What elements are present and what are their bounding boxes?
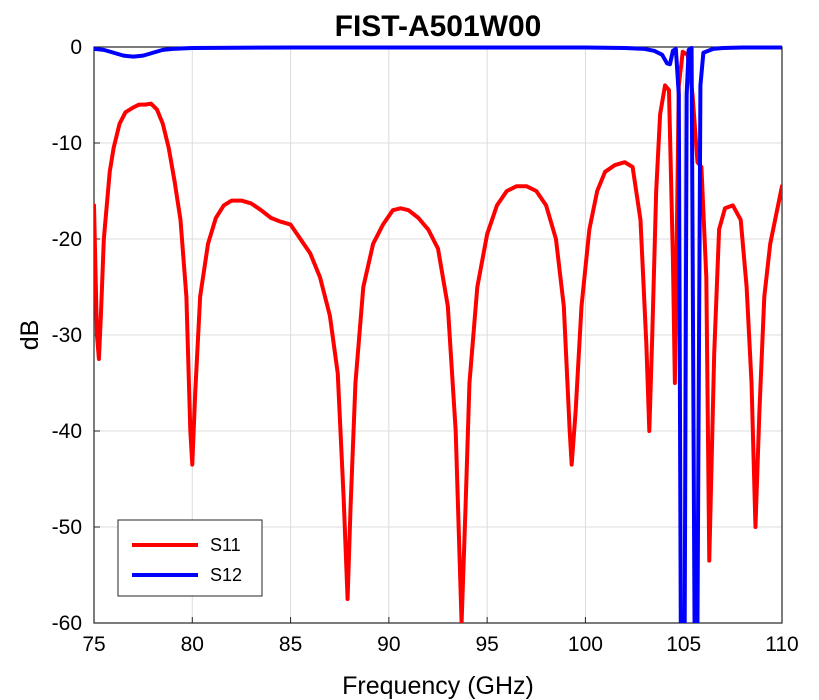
y-tick-label: -50 <box>52 516 82 539</box>
x-tick-label: 110 <box>765 633 798 656</box>
x-tick-label: 90 <box>377 633 400 656</box>
legend: S11 S12 <box>117 519 263 597</box>
y-tick-label: -10 <box>52 132 82 155</box>
x-tick-label: 75 <box>82 633 105 656</box>
x-tick-label: 95 <box>475 633 498 656</box>
x-tick-label: 85 <box>279 633 302 656</box>
y-tick-label: -20 <box>52 228 82 251</box>
y-tick-label: -40 <box>52 420 82 443</box>
y-tick-label: -60 <box>52 612 82 635</box>
x-tick-label: 105 <box>666 633 701 656</box>
series-line-s12 <box>94 45 782 623</box>
legend-label-s12: S12 <box>210 565 242 585</box>
y-axis-label: dB <box>16 320 44 351</box>
y-tick-label: 0 <box>70 36 82 59</box>
legend-box <box>117 519 263 597</box>
chart-title: FIST-A501W00 <box>335 10 542 43</box>
series-group <box>94 45 782 623</box>
x-axis-label: Frequency (GHz) <box>342 672 534 700</box>
axis-ticks: 75 80 85 90 95 100 105 110 0 -10 -20 -30 -40 -50 -60 <box>52 36 799 656</box>
x-tick-label: 80 <box>181 633 204 656</box>
y-tick-label: -30 <box>52 324 82 347</box>
legend-label-s11: S11 <box>210 535 241 555</box>
x-tick-label: 100 <box>568 633 603 656</box>
